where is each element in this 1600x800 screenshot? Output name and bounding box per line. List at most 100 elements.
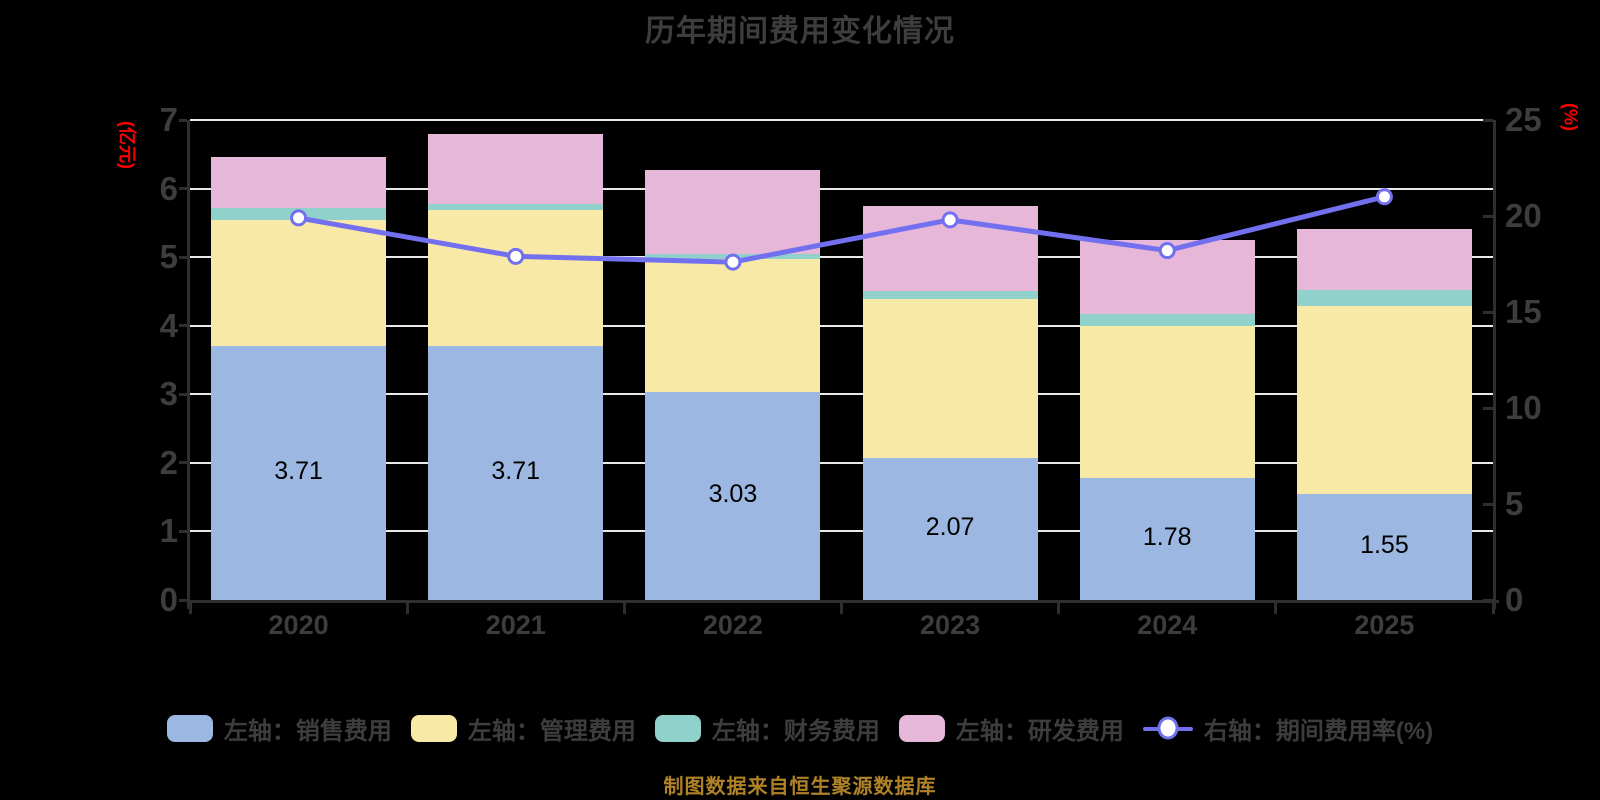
legend-item-label: 左轴：财务费用 bbox=[711, 717, 880, 745]
legend-swatch-rd bbox=[898, 714, 945, 742]
left-axis-tick-label: 1 bbox=[159, 512, 178, 550]
bar-2025-finance-segment[interactable] bbox=[1296, 290, 1472, 306]
left-axis-tick-label: 2 bbox=[159, 443, 178, 481]
x-axis-label: 2021 bbox=[485, 610, 546, 640]
gridline bbox=[190, 187, 1493, 190]
plot-area: 3.71 2020 3.71 2021 3.03 2022 2.07 2023 1.78 2024… bbox=[179, 118, 1499, 640]
right-axis-tick bbox=[1483, 118, 1493, 122]
legend-item-label: 左轴：销售费用 bbox=[223, 717, 392, 745]
chart-title: 历年期间费用变化情况 bbox=[645, 15, 955, 48]
bar-value-label: 1.78 bbox=[1142, 522, 1192, 551]
left-axis-line bbox=[187, 120, 190, 609]
bar-2023-admin-segment[interactable] bbox=[862, 298, 1038, 459]
right-axis-tick-label: 25 bbox=[1505, 101, 1542, 138]
x-axis-tick bbox=[840, 603, 843, 614]
gridline bbox=[190, 530, 1493, 533]
bar-2024-admin-segment[interactable] bbox=[1079, 326, 1255, 478]
left-axis-tick-label: 0 bbox=[159, 581, 178, 618]
right-axis-tick-label: 10 bbox=[1505, 389, 1542, 426]
legend-swatch-admin bbox=[410, 714, 457, 742]
bar-2024-finance-segment[interactable] bbox=[1079, 314, 1255, 327]
left-axis-tick-label: 3 bbox=[159, 375, 178, 413]
bar-2025-admin-segment[interactable] bbox=[1296, 305, 1472, 494]
legend-item-label: 左轴：管理费用 bbox=[467, 717, 636, 745]
legend-item-sales[interactable]: 左轴：销售费用 bbox=[166, 711, 392, 746]
legend-swatch-finance bbox=[654, 714, 701, 742]
x-axis-tick bbox=[405, 603, 409, 614]
legend-item-rd[interactable]: 左轴：研发费用 bbox=[898, 711, 1124, 746]
left-axis-tick-label: 6 bbox=[159, 169, 178, 207]
left-axis-tick bbox=[179, 255, 187, 259]
ratio-line-marker[interactable] bbox=[1375, 188, 1393, 206]
bar-value-label: 3.03 bbox=[708, 480, 758, 509]
left-axis-tick bbox=[179, 529, 187, 533]
legend-item-finance[interactable]: 左轴：财务费用 bbox=[654, 711, 880, 746]
bar-2022-sales-segment[interactable] bbox=[645, 392, 821, 600]
right-axis-tick bbox=[1483, 214, 1493, 218]
x-axis-label: 2020 bbox=[268, 610, 329, 640]
x-axis-label: 2022 bbox=[702, 610, 763, 640]
right-axis-tick bbox=[1483, 310, 1493, 314]
bar-2023-sales-segment[interactable] bbox=[862, 458, 1038, 600]
ratio-line-marker[interactable] bbox=[941, 211, 959, 229]
legend-swatch-sales bbox=[166, 714, 213, 742]
bar-value-label: 1.55 bbox=[1360, 530, 1409, 559]
ratio-line-marker[interactable] bbox=[290, 209, 308, 227]
gridline bbox=[190, 256, 1493, 259]
x-axis-tick bbox=[1491, 603, 1495, 614]
period-expense-ratio-line bbox=[290, 188, 1393, 271]
ratio-line-marker[interactable] bbox=[507, 247, 525, 265]
right-axis-tick-label: 20 bbox=[1505, 197, 1542, 234]
bar-2020-rd-segment[interactable] bbox=[211, 157, 387, 209]
left-axis-tick bbox=[179, 461, 187, 465]
bar-2020-admin-segment[interactable] bbox=[211, 220, 387, 346]
bar-2021-rd-segment[interactable] bbox=[428, 133, 604, 204]
legend-item-label: 右轴：期间费用率(%) bbox=[1203, 717, 1434, 745]
bar-2020-sales-segment[interactable] bbox=[211, 345, 387, 600]
bar-2025-rd-segment[interactable] bbox=[1296, 229, 1472, 291]
right-axis-tick bbox=[1483, 502, 1493, 506]
x-axis-tick bbox=[622, 603, 626, 614]
ratio-line-path bbox=[296, 194, 1387, 265]
legend-item-ratio[interactable]: 右轴：期间费用率(%) bbox=[1142, 711, 1434, 746]
bar-value-label: 3.71 bbox=[491, 456, 541, 485]
left-axis-tick-label: 7 bbox=[159, 101, 178, 138]
ratio-line-marker[interactable] bbox=[1158, 242, 1176, 260]
right-axis-tick-label: 0 bbox=[1505, 581, 1524, 618]
x-axis-tick bbox=[188, 603, 192, 614]
gridline bbox=[190, 119, 1493, 121]
data-source-caption: 制图数据来自恒生聚源数据库 bbox=[663, 776, 937, 798]
x-axis-label: 2024 bbox=[1137, 610, 1198, 640]
bar-value-label: 2.07 bbox=[925, 513, 975, 542]
bar-2021-finance-segment[interactable] bbox=[428, 203, 604, 210]
ratio-line-marker[interactable] bbox=[724, 253, 742, 271]
bar-2022-rd-segment[interactable] bbox=[645, 170, 821, 254]
legend-item-admin[interactable]: 左轴：管理费用 bbox=[410, 711, 636, 746]
x-axis-label: 2023 bbox=[920, 610, 981, 640]
bar-2021-admin-segment[interactable] bbox=[428, 209, 604, 346]
gridline bbox=[190, 324, 1493, 327]
right-axis-tick-label: 15 bbox=[1505, 293, 1542, 330]
bar-2021-sales-segment[interactable] bbox=[428, 345, 604, 600]
left-axis-tick bbox=[179, 118, 187, 122]
right-axis-tick bbox=[1483, 598, 1493, 602]
legend-line-marker-icon bbox=[1142, 715, 1193, 742]
gridline bbox=[190, 461, 1493, 464]
bar-value-label: 3.71 bbox=[274, 456, 323, 485]
bar-2022-admin-segment[interactable] bbox=[645, 259, 821, 393]
x-axis-tick bbox=[1274, 603, 1278, 614]
left-axis-tick bbox=[179, 324, 187, 328]
gridline bbox=[190, 393, 1493, 396]
legend-line-icon-dot bbox=[1157, 716, 1179, 740]
left-axis-tick bbox=[179, 392, 187, 396]
x-axis-tick bbox=[1057, 603, 1061, 614]
right-axis-tick bbox=[1483, 406, 1493, 410]
bar-2024-sales-segment[interactable] bbox=[1079, 477, 1255, 600]
left-axis-tick-label: 5 bbox=[159, 238, 178, 276]
bar-2023-finance-segment[interactable] bbox=[862, 291, 1038, 299]
bar-2025-sales-segment[interactable] bbox=[1296, 493, 1472, 600]
right-axis-tick-label: 5 bbox=[1505, 485, 1524, 522]
x-axis-label: 2025 bbox=[1354, 610, 1415, 640]
left-axis-tick bbox=[179, 598, 187, 602]
